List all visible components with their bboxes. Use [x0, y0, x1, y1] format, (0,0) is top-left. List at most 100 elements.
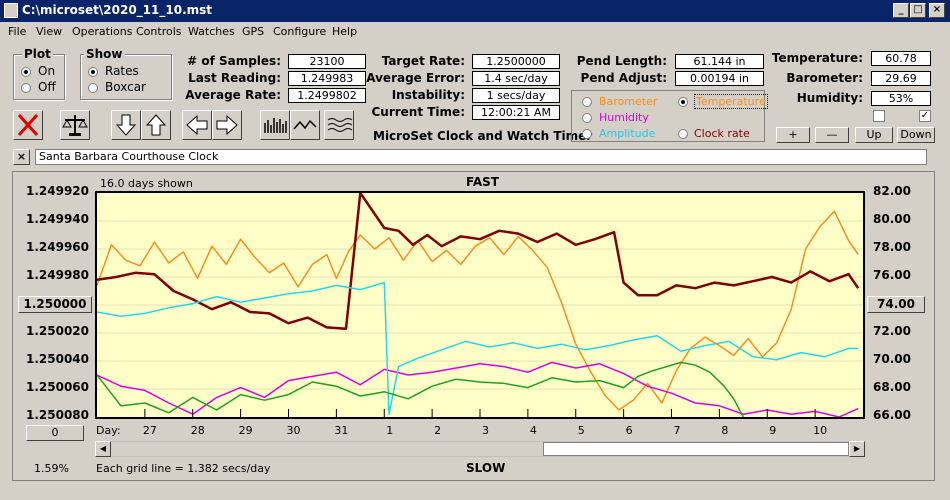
- samples-label: # of Samples:: [187, 54, 281, 68]
- menu-controls[interactable]: Controls: [136, 25, 182, 38]
- scroll-down-button[interactable]: [111, 110, 141, 140]
- option-checkbox-1[interactable]: [873, 110, 885, 122]
- left-axis-tick: 1.249920: [26, 184, 90, 198]
- scroll-up-button[interactable]: [141, 110, 171, 140]
- plot-on-radio[interactable]: [21, 67, 31, 77]
- pend-length-value: 61.144 in: [675, 54, 764, 69]
- target-rate-label: Target Rate:: [381, 54, 465, 68]
- maximize-button[interactable]: □: [910, 3, 926, 18]
- plot-group: Plot On Off: [13, 47, 65, 100]
- menu-help[interactable]: Help: [332, 25, 358, 38]
- plot-area: [95, 191, 865, 419]
- temperature-radio[interactable]: [678, 97, 688, 107]
- x-axis-tick: 29: [238, 424, 253, 437]
- temperature-reading-label: Temperature:: [771, 51, 863, 65]
- barometer-radio[interactable]: [582, 97, 592, 107]
- clock-name-field[interactable]: Santa Barbara Courthouse Clock: [35, 149, 927, 165]
- x-axis-tick: 4: [529, 424, 537, 437]
- minimize-button[interactable]: _: [893, 3, 909, 18]
- up-button[interactable]: Up: [855, 127, 893, 143]
- option-checkbox-2[interactable]: ✓: [919, 110, 931, 122]
- scroll-track-used: [111, 442, 544, 456]
- x-axis-tick: 30: [286, 424, 301, 437]
- humidity-label: Humidity: [599, 111, 649, 124]
- sensor-selector: Barometer Temperature Humidity Amplitude…: [571, 90, 768, 142]
- instability-label: Instability:: [391, 88, 465, 102]
- offset-box[interactable]: 0: [26, 425, 84, 441]
- last-reading-value: 1.249983: [288, 71, 366, 86]
- humidity-reading-label: Humidity:: [796, 91, 863, 105]
- pend-adjust-value: 0.00194 in: [675, 71, 764, 86]
- scroll-left-arrow-icon[interactable]: ◀: [95, 441, 111, 457]
- average-rate-label: Average Rate:: [185, 88, 281, 102]
- minus-button[interactable]: —: [815, 127, 849, 143]
- temperature-label: Temperature: [694, 94, 768, 109]
- scroll-left-button[interactable]: [182, 110, 212, 140]
- last-reading-label: Last Reading:: [188, 71, 281, 85]
- x-axis-tick: 1: [386, 424, 394, 437]
- x-axis-tick: 31: [334, 424, 349, 437]
- left-axis-tick: 1.249980: [26, 268, 90, 282]
- right-axis-tick: 76.00: [873, 268, 911, 282]
- temperature-reading-value: 60.78: [871, 51, 931, 66]
- right-axis-tick: 80.00: [873, 212, 911, 226]
- wave-lines-icon: [327, 118, 353, 132]
- series-humidity: [96, 361, 859, 418]
- show-group: Show Rates Boxcar: [80, 47, 172, 100]
- fast-label: FAST: [466, 175, 499, 189]
- balance-button[interactable]: [60, 110, 90, 140]
- series-clock-rate: [96, 191, 860, 331]
- pend-adjust-label: Pend Adjust:: [580, 71, 667, 85]
- histogram-icon: [264, 118, 287, 133]
- humidity-radio[interactable]: [582, 113, 592, 123]
- right-axis-tick: 68.00: [873, 380, 911, 394]
- left-value-box[interactable]: 1.250000: [18, 296, 92, 313]
- show-rates-radio[interactable]: [88, 67, 98, 77]
- down-button[interactable]: Down: [897, 127, 935, 143]
- pend-length-label: Pend Length:: [576, 54, 667, 68]
- smooth-plot-button[interactable]: [324, 110, 354, 140]
- amplitude-radio[interactable]: [582, 129, 592, 139]
- amplitude-label: Amplitude: [599, 127, 656, 140]
- menu-configure[interactable]: Configure: [273, 25, 327, 38]
- clock-close-button[interactable]: ×: [13, 149, 30, 165]
- x-axis-tick: 5: [577, 424, 585, 437]
- close-button[interactable]: ×: [929, 3, 945, 18]
- menu-gps[interactable]: GPS: [242, 25, 265, 38]
- clock-rate-label: Clock rate: [694, 127, 750, 140]
- histogram-button[interactable]: [260, 110, 290, 140]
- menu-operations[interactable]: Operations: [72, 25, 133, 38]
- menu-view[interactable]: View: [36, 25, 63, 38]
- average-error-label: Average Error:: [366, 71, 465, 85]
- barometer-reading-label: Barometer:: [786, 71, 863, 85]
- line-plot-button[interactable]: [290, 110, 320, 140]
- menu-watches[interactable]: Watches: [188, 25, 235, 38]
- app-icon: [4, 3, 18, 18]
- scroll-thumb[interactable]: [543, 442, 849, 456]
- target-rate-value: 1.2500000: [472, 54, 560, 69]
- clock-rate-radio[interactable]: [678, 129, 688, 139]
- humidity-reading-value: 53%: [871, 91, 931, 106]
- x-axis-tick: 28: [190, 424, 205, 437]
- x-axis-tick: 7: [673, 424, 681, 437]
- horizontal-scrollbar[interactable]: ◀ ▶: [95, 441, 865, 457]
- left-axis-tick: 1.250060: [26, 380, 90, 394]
- plus-button[interactable]: +: [776, 127, 810, 143]
- left-axis-tick: 1.250040: [26, 352, 90, 366]
- x-axis-tick: 10: [813, 424, 828, 437]
- clear-button[interactable]: [13, 110, 43, 140]
- right-value-box[interactable]: 74.00: [867, 296, 925, 313]
- chart-svg: [96, 191, 863, 418]
- plot-off-radio[interactable]: [21, 83, 31, 93]
- show-group-title: Show: [84, 47, 125, 61]
- menu-file[interactable]: File: [8, 25, 27, 38]
- clear-x-icon: [17, 113, 39, 137]
- x-axis-tick: 3: [482, 424, 489, 437]
- barometer-label: Barometer: [599, 95, 658, 108]
- series-amplitude: [96, 281, 859, 415]
- show-boxcar-radio[interactable]: [88, 83, 98, 93]
- show-boxcar-label: Boxcar: [105, 80, 146, 94]
- scroll-right-button[interactable]: [212, 110, 242, 140]
- scroll-right-arrow-icon[interactable]: ▶: [849, 441, 865, 457]
- grid-note: Each grid line = 1.382 secs/day: [96, 462, 271, 475]
